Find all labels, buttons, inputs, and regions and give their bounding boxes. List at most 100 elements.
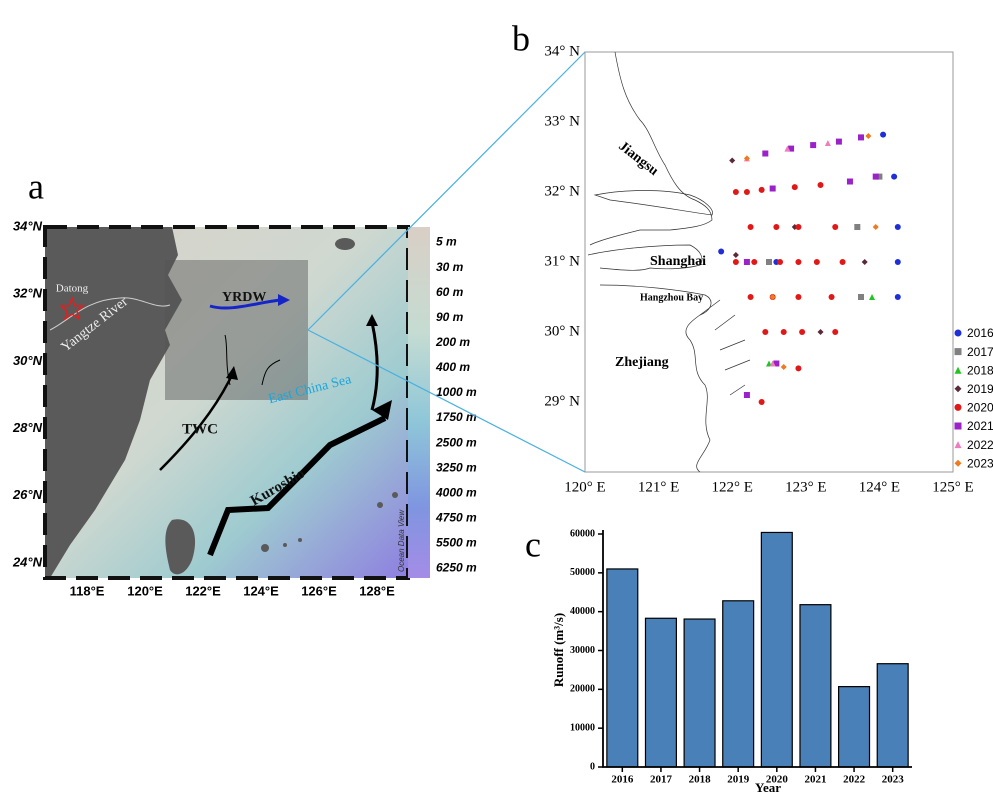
marker: [773, 224, 779, 230]
marker: [891, 174, 897, 180]
x-tick-label: 124° E: [859, 479, 900, 495]
legend-marker: [955, 441, 962, 448]
x-tick-label: 122° E: [711, 479, 752, 495]
legend-label: 2022: [967, 438, 993, 452]
legend-label: 2019: [967, 382, 993, 396]
x-tick-label: 120° E: [564, 479, 605, 495]
marker: [795, 224, 801, 230]
marker: [829, 294, 835, 300]
label: TWC: [182, 421, 218, 437]
marker: [895, 294, 901, 300]
marker: [880, 132, 886, 138]
marker: [781, 329, 787, 335]
x-tick-label: 126°E: [301, 583, 337, 598]
marker: [744, 189, 750, 195]
marker: [795, 365, 801, 371]
y-tick-label: 0: [590, 761, 595, 772]
colorbar-label: 3250 m: [436, 460, 477, 474]
marker: [748, 294, 754, 300]
marker: [795, 259, 801, 265]
marker: [759, 187, 765, 193]
y-tick-label: 30° N: [544, 323, 580, 339]
y-tick-label: 10000: [570, 722, 595, 733]
y-tick-label: 34° N: [544, 43, 580, 59]
marker: [895, 224, 901, 230]
y-tick-label: 20000: [570, 684, 595, 695]
marker: [818, 182, 824, 188]
x-tick-label: 123° E: [785, 479, 826, 495]
bar: [761, 532, 792, 767]
marker: [799, 329, 805, 335]
y-tick-label: 40000: [570, 606, 595, 617]
marker: [814, 259, 820, 265]
legend-marker: [955, 330, 962, 337]
place-label: Shanghai: [650, 254, 706, 269]
x-tick-label: 2021: [804, 774, 826, 786]
label: YRDW: [222, 290, 266, 305]
place-label: Zhejiang: [615, 355, 669, 370]
y-tick-label: 28°N: [12, 420, 43, 435]
marker: [733, 189, 739, 195]
colorbar-label: 5 m: [436, 235, 457, 249]
figure: Datong Yangtze River YRDW TWC East China…: [0, 0, 993, 796]
y-tick-label: 26°N: [12, 487, 43, 502]
marker: [895, 259, 901, 265]
marker: [759, 399, 765, 405]
marker: [762, 151, 768, 157]
marker: [766, 259, 772, 265]
x-tick-label: 122°E: [185, 583, 221, 598]
x-tick-label: 2020: [766, 774, 789, 786]
marker: [854, 224, 860, 230]
label: Datong: [56, 283, 89, 295]
marker: [718, 249, 724, 255]
legend-label: 2018: [967, 363, 993, 377]
marker: [777, 259, 783, 265]
legend-label: 2020: [967, 401, 993, 415]
bar: [877, 664, 908, 767]
y-tick-label: 50000: [570, 567, 595, 578]
legend-marker: [955, 404, 962, 411]
legend-marker: [955, 348, 962, 355]
y-tick-label: 29° N: [544, 393, 580, 409]
colorbar-label: 90 m: [436, 310, 464, 324]
colorbar-label: 200 m: [435, 335, 470, 349]
marker: [810, 142, 816, 148]
colorbar-label: 6250 m: [436, 561, 477, 575]
station-panel: Jiangsu Shanghai Hangzhou Bay Zhejiang b…: [512, 18, 993, 495]
marker: [762, 329, 768, 335]
legend-marker: [955, 460, 962, 467]
x-tick-label: 128°E: [359, 583, 395, 598]
legend-label: 2021: [967, 419, 993, 433]
colorbar-label: 1000 m: [436, 385, 477, 399]
marker: [751, 259, 757, 265]
colorbar-label: 30 m: [436, 260, 464, 274]
colorbar: [408, 227, 430, 578]
marker: [832, 329, 838, 335]
bar: [839, 687, 870, 767]
marker: [847, 179, 853, 185]
marker: [770, 186, 776, 192]
credit: Ocean Data View: [397, 509, 406, 572]
y-axis-title: Runoff (m³/s): [551, 613, 566, 687]
colorbar-label: 4000 m: [435, 485, 477, 499]
marker: [744, 259, 750, 265]
panel-label: c: [525, 524, 541, 564]
colorbar-label: 2500 m: [435, 435, 477, 449]
bar: [723, 601, 754, 767]
x-tick-label: 2017: [650, 774, 673, 786]
y-tick-label: 30000: [570, 645, 595, 656]
y-tick-label: 32°N: [13, 286, 43, 301]
marker: [858, 134, 864, 140]
y-tick-label: 24°N: [12, 554, 43, 569]
marker: [744, 392, 750, 398]
x-tick-label: 2018: [689, 774, 712, 786]
marker: [792, 184, 798, 190]
panel-label: b: [512, 18, 530, 58]
x-tick-label: 2023: [882, 774, 905, 786]
x-tick-label: 118°E: [70, 583, 105, 598]
marker: [832, 224, 838, 230]
bar: [645, 618, 676, 767]
marker: [840, 259, 846, 265]
marker: [733, 259, 739, 265]
bar: [800, 605, 831, 767]
